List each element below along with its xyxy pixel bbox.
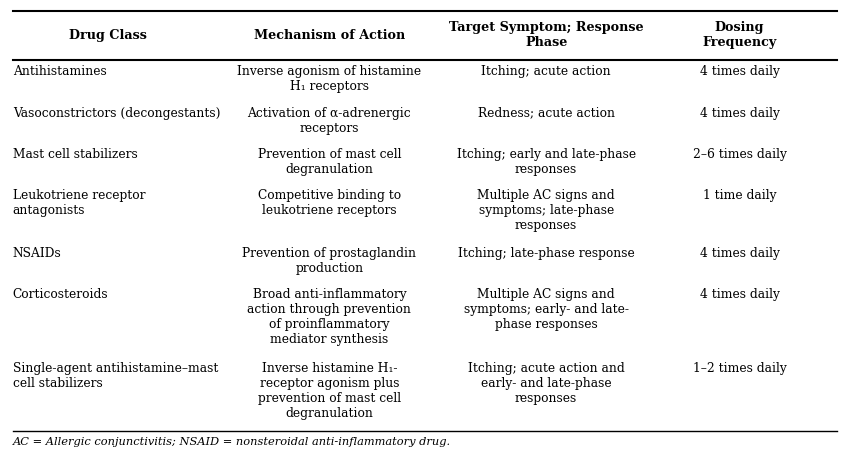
Text: Inverse histamine H₁-
receptor agonism plus
prevention of mast cell
degranulatio: Inverse histamine H₁- receptor agonism p… [258,362,401,420]
Text: AC = Allergic conjunctivitis; NSAID = nonsteroidal anti-inflammatory drug.: AC = Allergic conjunctivitis; NSAID = no… [13,437,450,447]
Text: Antihistamines: Antihistamines [13,65,106,78]
Text: 4 times daily: 4 times daily [700,65,779,78]
Text: Single-agent antihistamine–mast
cell stabilizers: Single-agent antihistamine–mast cell sta… [13,362,218,390]
Text: Corticosteroids: Corticosteroids [13,289,109,301]
Text: Inverse agonism of histamine
H₁ receptors: Inverse agonism of histamine H₁ receptor… [237,65,422,93]
Text: Multiple AC signs and
symptoms; late-phase
responses: Multiple AC signs and symptoms; late-pha… [478,190,615,232]
Text: Prevention of prostaglandin
production: Prevention of prostaglandin production [242,247,416,275]
Text: Drug Class: Drug Class [70,29,147,42]
Text: Vasoconstrictors (decongestants): Vasoconstrictors (decongestants) [13,107,220,120]
Text: Target Symptom; Response
Phase: Target Symptom; Response Phase [449,22,643,49]
Text: Leukotriene receptor
antagonists: Leukotriene receptor antagonists [13,190,145,218]
Text: Itching; late-phase response: Itching; late-phase response [458,247,634,260]
Text: 2–6 times daily: 2–6 times daily [693,148,786,161]
Text: Multiple AC signs and
symptoms; early- and late-
phase responses: Multiple AC signs and symptoms; early- a… [463,289,629,332]
Text: Activation of α-adrenergic
receptors: Activation of α-adrenergic receptors [247,107,411,135]
Text: Dosing
Frequency: Dosing Frequency [702,22,777,49]
Text: 4 times daily: 4 times daily [700,247,779,260]
Text: 1–2 times daily: 1–2 times daily [693,362,786,376]
Text: 1 time daily: 1 time daily [703,190,776,202]
Text: Itching; acute action and
early- and late-phase
responses: Itching; acute action and early- and lat… [468,362,625,405]
Text: Redness; acute action: Redness; acute action [478,107,615,120]
Text: Competitive binding to
leukotriene receptors: Competitive binding to leukotriene recep… [258,190,401,218]
Text: Itching; acute action: Itching; acute action [481,65,611,78]
Text: Itching; early and late-phase
responses: Itching; early and late-phase responses [456,148,636,176]
Text: Mast cell stabilizers: Mast cell stabilizers [13,148,138,161]
Text: 4 times daily: 4 times daily [700,289,779,301]
Text: 4 times daily: 4 times daily [700,107,779,120]
Text: Prevention of mast cell
degranulation: Prevention of mast cell degranulation [258,148,401,176]
Text: Broad anti-inflammatory
action through prevention
of proinflammatory
mediator sy: Broad anti-inflammatory action through p… [247,289,411,346]
Text: NSAIDs: NSAIDs [13,247,61,260]
Text: Mechanism of Action: Mechanism of Action [254,29,405,42]
